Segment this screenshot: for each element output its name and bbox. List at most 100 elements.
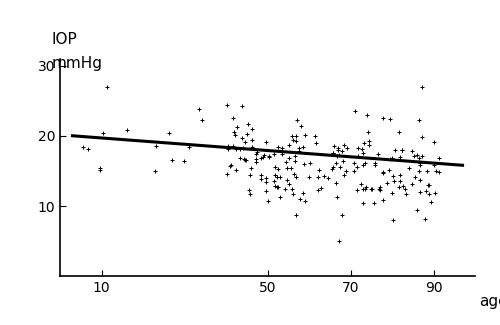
- Point: [310, 134, 318, 139]
- Point: [294, 117, 302, 123]
- Point: [276, 174, 284, 179]
- Point: [236, 155, 244, 160]
- Point: [332, 181, 340, 186]
- Point: [340, 143, 348, 148]
- Point: [324, 175, 332, 180]
- Point: [398, 148, 406, 153]
- Point: [416, 160, 424, 165]
- Point: [430, 140, 438, 145]
- Point: [84, 147, 92, 152]
- Point: [395, 184, 403, 189]
- Point: [271, 173, 279, 178]
- Point: [299, 144, 307, 150]
- Point: [402, 191, 410, 196]
- Point: [386, 157, 394, 162]
- Point: [243, 131, 251, 136]
- Point: [180, 159, 188, 164]
- Point: [370, 200, 378, 205]
- Point: [360, 201, 368, 206]
- Point: [265, 154, 273, 159]
- Point: [232, 147, 240, 152]
- Point: [273, 174, 281, 179]
- Point: [396, 155, 404, 160]
- Point: [358, 150, 366, 155]
- Point: [422, 188, 430, 193]
- Point: [408, 181, 416, 186]
- Point: [280, 186, 288, 191]
- Point: [315, 168, 323, 173]
- Point: [124, 128, 132, 133]
- Point: [396, 172, 404, 177]
- Point: [292, 213, 300, 218]
- Point: [401, 187, 409, 192]
- Point: [248, 145, 256, 150]
- Point: [306, 174, 314, 179]
- Point: [390, 178, 398, 183]
- Point: [378, 170, 386, 175]
- Point: [295, 148, 303, 153]
- Point: [362, 112, 370, 117]
- Point: [353, 164, 361, 170]
- Point: [426, 191, 434, 196]
- Point: [353, 187, 361, 192]
- Point: [336, 164, 344, 170]
- Point: [231, 132, 239, 137]
- Point: [265, 153, 273, 159]
- Point: [342, 168, 350, 174]
- Point: [244, 121, 252, 126]
- Point: [414, 207, 422, 212]
- Point: [328, 165, 336, 170]
- Point: [415, 168, 423, 173]
- Point: [354, 145, 362, 150]
- Point: [289, 191, 297, 197]
- Point: [292, 174, 300, 179]
- Point: [396, 178, 404, 183]
- Point: [240, 156, 248, 162]
- Point: [246, 173, 254, 178]
- Point: [416, 177, 424, 182]
- Text: age: age: [479, 294, 500, 309]
- Point: [338, 149, 345, 154]
- Point: [376, 188, 384, 193]
- Point: [288, 187, 296, 192]
- Point: [224, 143, 232, 149]
- Point: [248, 137, 256, 142]
- Point: [416, 189, 424, 194]
- Point: [242, 157, 250, 162]
- Point: [351, 108, 359, 113]
- Point: [168, 157, 176, 162]
- Point: [333, 194, 341, 200]
- Point: [276, 195, 284, 200]
- Point: [358, 146, 366, 151]
- Point: [365, 143, 373, 148]
- Point: [246, 188, 254, 193]
- Point: [424, 182, 432, 188]
- Point: [406, 165, 413, 171]
- Point: [329, 151, 337, 156]
- Point: [422, 169, 430, 174]
- Point: [372, 162, 380, 167]
- Point: [365, 138, 373, 143]
- Point: [291, 159, 299, 164]
- Point: [152, 168, 160, 174]
- Point: [431, 190, 439, 195]
- Point: [290, 154, 298, 159]
- Point: [320, 174, 328, 179]
- Point: [386, 116, 394, 122]
- Point: [350, 161, 358, 166]
- Point: [358, 163, 366, 168]
- Point: [376, 184, 384, 189]
- Point: [380, 115, 388, 120]
- Point: [236, 146, 244, 151]
- Point: [354, 154, 362, 159]
- Point: [198, 118, 205, 123]
- Point: [360, 160, 368, 165]
- Point: [334, 145, 342, 150]
- Point: [288, 134, 296, 139]
- Point: [232, 168, 240, 173]
- Point: [339, 159, 347, 164]
- Point: [328, 166, 336, 172]
- Point: [230, 143, 237, 149]
- Point: [379, 197, 387, 202]
- Point: [278, 146, 286, 151]
